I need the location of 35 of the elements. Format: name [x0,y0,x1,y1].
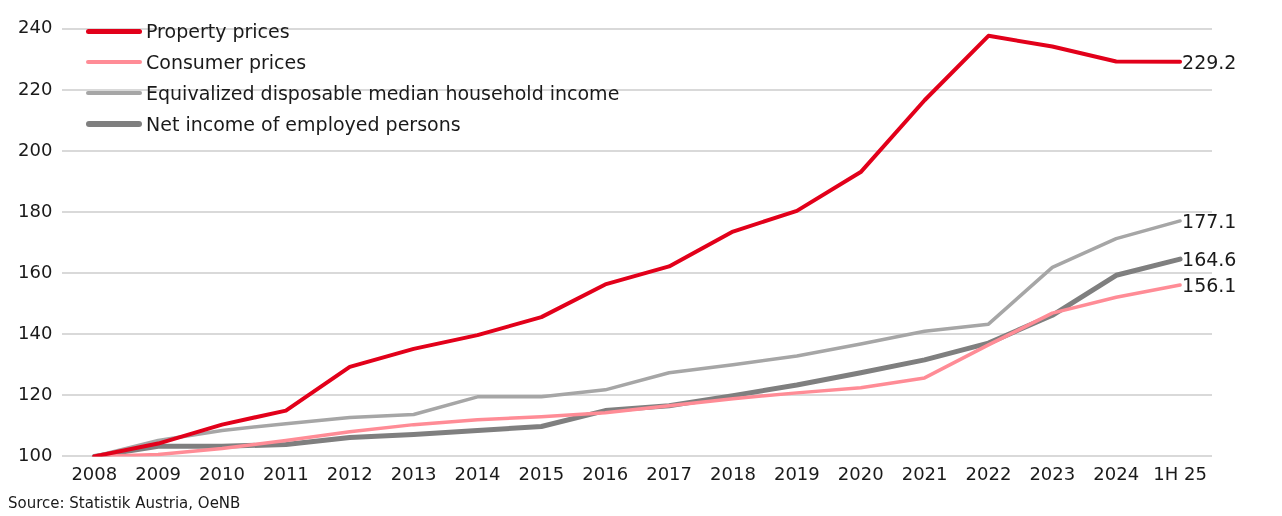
x-tick-label: 2010 [199,462,245,484]
y-tick-label: 160 [18,260,53,282]
x-tick-label: 2008 [71,462,118,484]
y-tick-label: 100 [18,444,53,466]
x-tick-label: 2024 [1093,462,1140,484]
y-tick-label: 120 [18,382,53,404]
y-tick-label: 180 [18,199,53,221]
y-tick-label: 200 [18,138,53,160]
y-tick-label: 240 [18,16,53,38]
x-tick-label: 2018 [710,462,756,484]
x-tick-label: 2014 [454,462,501,484]
x-tick-label: 2019 [773,462,820,484]
x-tick-label: 2011 [262,462,309,484]
x-tick-label: 2009 [135,462,182,484]
x-tick-label: 2016 [582,462,629,484]
y-tick-label: 140 [18,321,53,343]
legend-label: Consumer prices [146,51,307,73]
x-tick-label: 1H 25 [1153,462,1207,484]
source-note: Source: Statistik Austria, OeNB [8,494,242,512]
y-tick-label: 220 [18,77,53,99]
x-tick-label: 2023 [1029,462,1076,484]
data-label: 177.1 [1182,209,1237,232]
x-tick-label: 2021 [901,462,948,484]
x-tick-label: 2017 [646,462,693,484]
data-label: 156.1 [1182,273,1237,296]
data-label: 164.6 [1182,248,1237,271]
legend-label: Property prices [146,20,290,42]
x-tick-label: 2015 [518,462,565,484]
x-tick-label: 2013 [390,462,437,484]
data-label: 229.2 [1182,50,1237,73]
legend-label: Equivalized disposable median household income [146,82,620,104]
x-tick-label: 2022 [965,462,1012,484]
legend-label: Net income of employed persons [146,113,461,135]
x-tick-label: 2012 [326,462,373,484]
x-tick-label: 2020 [837,462,884,484]
